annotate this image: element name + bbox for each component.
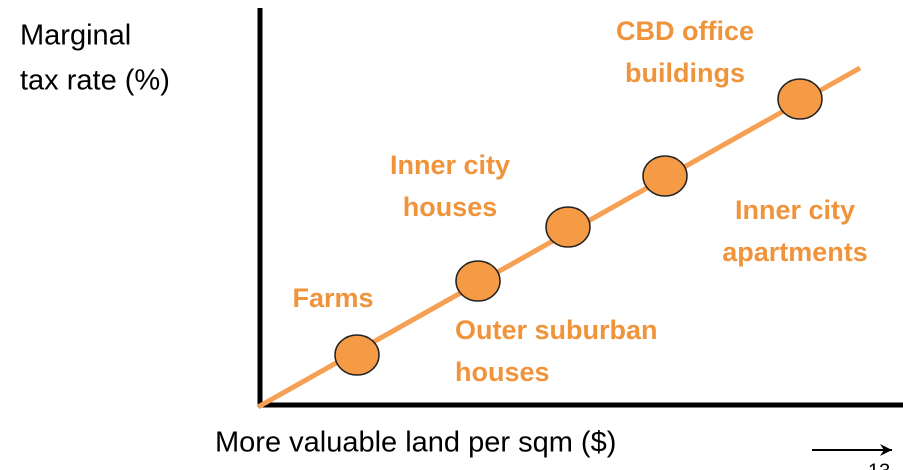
node-label: buildings — [625, 58, 745, 88]
node-label: Inner city — [390, 150, 510, 180]
arrow-head — [880, 444, 892, 456]
y-axis-label: tax rate (%) — [20, 65, 170, 97]
node-label: Inner city — [735, 195, 855, 225]
page-number: 13 — [868, 460, 890, 470]
node — [545, 206, 591, 248]
node-label: CBD office — [616, 16, 754, 46]
node — [777, 78, 823, 120]
node — [642, 155, 688, 197]
node-label: apartments — [722, 237, 868, 267]
y-axis-label: Marginal — [20, 20, 131, 52]
node-label: Farms — [292, 283, 373, 313]
node-label: Outer suburban — [455, 315, 658, 345]
node-label: houses — [455, 357, 550, 387]
node-label: houses — [403, 192, 498, 222]
node — [334, 334, 380, 376]
x-axis-label: More valuable land per sqm ($) — [215, 427, 616, 459]
node — [455, 260, 501, 302]
